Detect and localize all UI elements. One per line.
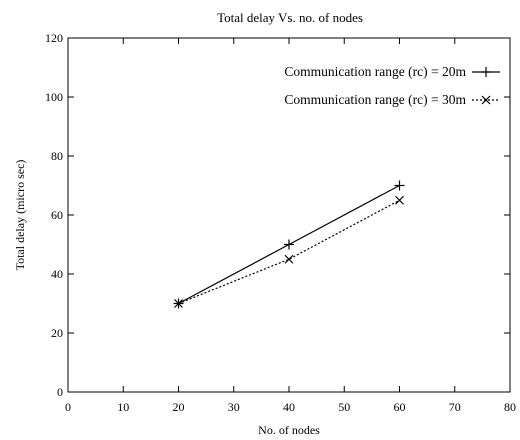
- y-tick-label: 20: [51, 326, 63, 340]
- x-tick-label: 0: [65, 400, 71, 414]
- chart-title: Total delay Vs. no. of nodes: [217, 10, 363, 25]
- legend-label-20m: Communication range (rc) = 20m: [284, 64, 466, 79]
- x-tick-label: 30: [228, 400, 240, 414]
- y-axis-label: Total delay (micro sec): [13, 160, 27, 271]
- legend-marker: [481, 95, 491, 105]
- y-tick-label: 60: [51, 208, 63, 222]
- data-point-series-1: [284, 254, 294, 264]
- x-tick-label: 50: [338, 400, 350, 414]
- y-tick-label: 40: [51, 267, 63, 281]
- data-point-series-1: [395, 195, 404, 205]
- data-point-series-1: [174, 299, 183, 308]
- x-axis-ticks: 0 10 20 30 40 50 60 70 80: [65, 38, 516, 414]
- legend-sample-20m: [472, 67, 500, 77]
- legend-sample-30m: [472, 95, 500, 105]
- x-tick-label: 80: [504, 400, 516, 414]
- legend-label-30m: Communication range (rc) = 30m: [284, 92, 466, 107]
- y-tick-label: 80: [51, 149, 63, 163]
- x-tick-label: 70: [449, 400, 461, 414]
- legend-marker: [481, 67, 491, 77]
- legend: Communication range (rc) = 20m Communica…: [284, 64, 500, 107]
- x-tick-label: 20: [173, 400, 185, 414]
- y-tick-label: 0: [57, 385, 63, 399]
- y-tick-label: 100: [45, 90, 63, 104]
- y-tick-label: 120: [45, 31, 63, 45]
- data-point-series-0: [284, 239, 294, 250]
- x-tick-label: 40: [283, 400, 295, 414]
- x-tick-label: 60: [394, 400, 406, 414]
- data-point-series-0: [394, 180, 405, 191]
- x-axis-label: No. of nodes: [258, 423, 320, 437]
- series-line-1: [178, 199, 400, 305]
- series-layer: [173, 180, 405, 309]
- x-tick-label: 10: [117, 400, 129, 414]
- y-axis-ticks: 0 20 40 60 80 100 120: [45, 31, 510, 399]
